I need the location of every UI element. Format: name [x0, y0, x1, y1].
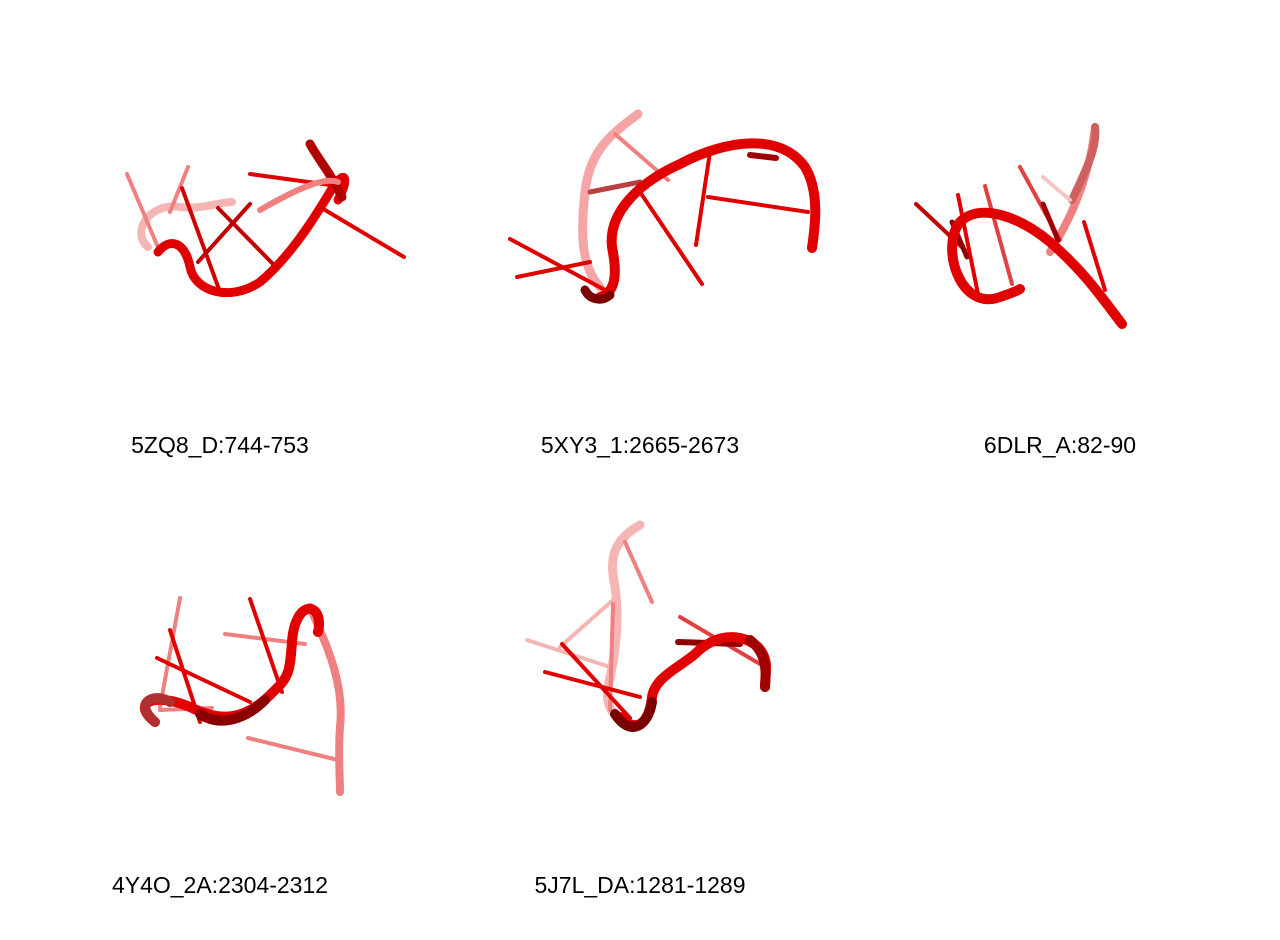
structure-panel-1: 5ZQ8_D:744-753: [20, 52, 420, 492]
structure-label: 5XY3_1:2665-2673: [540, 432, 740, 458]
structure-panel-2: 5XY3_1:2665-2673: [440, 52, 840, 492]
rna-structure-render-1: [125, 139, 406, 298]
rna-structure-render-2: [508, 109, 821, 304]
structure-label: 5J7L_DA:1281-1289: [534, 872, 746, 898]
rna-structure-render-5: [525, 520, 771, 732]
structure-label: 6DLR_A:82-90: [983, 432, 1137, 458]
rna-structure-render-4: [139, 596, 345, 796]
rna-structure-render-3: [914, 123, 1127, 329]
structure-panel-5: 5J7L_DA:1281-1289: [440, 492, 840, 932]
structure-label: 4Y4O_2A:2304-2312: [111, 872, 329, 898]
structure-panel-4: 4Y4O_2A:2304-2312: [20, 492, 420, 932]
structure-panel-3: 6DLR_A:82-90: [860, 52, 1260, 492]
structure-label: 5ZQ8_D:744-753: [131, 432, 309, 458]
